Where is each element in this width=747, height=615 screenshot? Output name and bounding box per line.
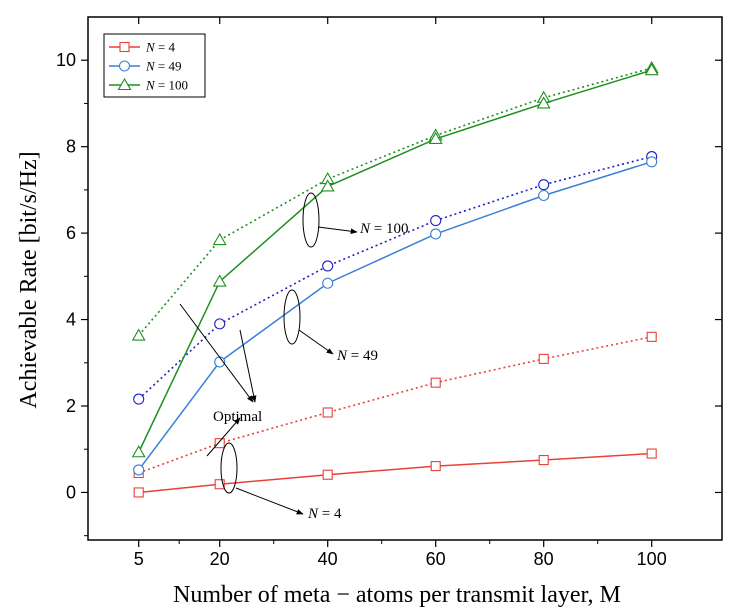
- legend-item: N = 4: [109, 40, 176, 55]
- y-axis-title: Achievable Rate [bit/s/Hz]: [16, 151, 42, 408]
- data-point: [538, 454, 549, 466]
- data-point: [646, 156, 658, 168]
- arrow-n49: [298, 329, 334, 355]
- data-point: [320, 179, 335, 192]
- arrow-optimal-2: [239, 329, 257, 403]
- data-point: [644, 63, 659, 76]
- data-point: [131, 328, 146, 341]
- data-point: [538, 353, 549, 364]
- data-point: [430, 461, 441, 472]
- data-point: [538, 179, 550, 191]
- annotation-optimal: Optimal: [213, 409, 262, 425]
- annotation-n100: N = 100: [359, 221, 408, 237]
- series-n-100: [131, 63, 659, 458]
- y-tick-label: 6: [66, 223, 76, 243]
- x-tick-label: 5: [134, 549, 144, 569]
- legend-var: N: [145, 78, 156, 93]
- annotation-var: N: [307, 506, 319, 522]
- y-tick-label: 10: [56, 50, 76, 70]
- annotation-n4: N = 4: [307, 506, 342, 522]
- legend-label: N = 100: [145, 78, 188, 93]
- x-tick-label: 80: [534, 549, 554, 569]
- y-tick-label: 0: [66, 482, 76, 502]
- legend-marker: [118, 60, 131, 72]
- data-point: [212, 232, 227, 246]
- annotation-value: = 49: [347, 348, 378, 364]
- y-tick-label: 4: [66, 310, 76, 330]
- arrow-optimal-3: [206, 417, 241, 457]
- data-point: [430, 228, 442, 240]
- series-line: [138, 67, 652, 337]
- data-point: [536, 96, 551, 109]
- y-tick-label: 8: [66, 137, 76, 157]
- y-tick-label: 2: [66, 396, 76, 416]
- annotation-var: N: [336, 348, 348, 364]
- series-line: [138, 155, 652, 400]
- series-line: [138, 69, 652, 453]
- series-layer: [131, 60, 659, 498]
- ellipse-n4: [220, 442, 238, 494]
- legend-value: = 100: [155, 78, 188, 93]
- x-tick-label: 40: [318, 549, 338, 569]
- legend-value: = 49: [155, 59, 182, 74]
- x-tick-label: 60: [426, 549, 446, 569]
- data-point: [428, 131, 443, 144]
- x-tick-label: 100: [637, 549, 667, 569]
- legend-marker: [119, 41, 130, 53]
- data-point: [322, 277, 334, 289]
- legend-label: N = 49: [145, 59, 182, 74]
- legend: N = 4N = 49N = 100: [103, 33, 206, 98]
- plot-frame: [87, 16, 723, 541]
- axes: 5 20 40 60 80 100 0 2 4 6 8 10: [56, 16, 723, 569]
- data-point: [538, 189, 550, 202]
- x-tick-label: 20: [210, 549, 230, 569]
- arrow-n100: [317, 226, 358, 234]
- annotation-value: = 4: [318, 506, 342, 522]
- data-point: [133, 487, 144, 498]
- legend-var: N: [145, 40, 156, 55]
- data-point: [133, 464, 145, 476]
- legend-item: N = 49: [109, 59, 182, 74]
- x-axis-title: Number of meta − atoms per transmit laye…: [173, 582, 621, 608]
- legend-label: N = 4: [145, 40, 176, 55]
- data-point: [322, 407, 333, 418]
- legend-value: = 4: [155, 40, 176, 55]
- data-point: [646, 331, 657, 342]
- arrow-optimal-1: [179, 303, 254, 403]
- legend-var: N: [145, 59, 156, 74]
- series-n-49-optimal-: [133, 151, 658, 405]
- series-line: [138, 161, 652, 471]
- annotation-var: N: [359, 221, 371, 237]
- series-n-4: [133, 448, 657, 498]
- data-point: [322, 260, 334, 272]
- data-point: [212, 274, 227, 287]
- ellipse-n100: [302, 192, 320, 248]
- series-line: [138, 336, 652, 474]
- legend-marker: [117, 77, 132, 91]
- ellipse-n49: [283, 289, 301, 345]
- data-point: [214, 318, 226, 330]
- data-point: [214, 438, 225, 449]
- series-line: [138, 452, 652, 494]
- annotation-n49: N = 49: [336, 348, 378, 364]
- arrow-n4: [235, 487, 304, 515]
- data-point: [214, 479, 225, 490]
- data-point: [322, 469, 333, 480]
- data-point: [430, 377, 441, 388]
- data-point: [430, 215, 442, 227]
- legend-item: N = 100: [109, 78, 188, 93]
- series-n-49: [133, 156, 658, 476]
- annotation-value: = 100: [370, 221, 408, 237]
- series-n-4-optimal-: [133, 331, 657, 479]
- data-point: [131, 445, 146, 458]
- data-point: [133, 393, 145, 405]
- data-point: [646, 448, 657, 459]
